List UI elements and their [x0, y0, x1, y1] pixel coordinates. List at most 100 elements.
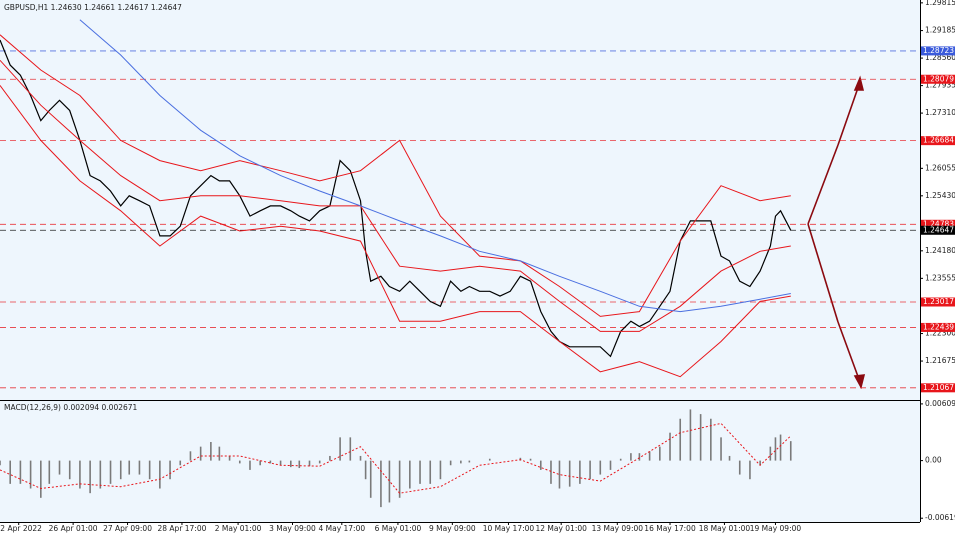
indicator-title: MACD(12,26,9) 0.002094 0.002671: [4, 403, 138, 412]
x-tick-label: 13 May 09:00: [592, 524, 644, 533]
y-tick-label: 0.006095: [925, 399, 955, 408]
x-tick-label: 19 May 09:00: [750, 524, 802, 533]
histogram-bar: [364, 460, 367, 480]
arrow: [807, 144, 839, 225]
level-label: 1.22439: [921, 322, 955, 332]
histogram-bar: [159, 460, 161, 489]
y-tick-label: 1.25430: [925, 191, 955, 200]
y-tick-label: 1.28560: [925, 53, 955, 62]
histogram-bar: [409, 460, 411, 489]
x-tick-label: 2 May 01:00: [215, 524, 262, 533]
histogram-bar: [79, 460, 81, 489]
y-tick-label: 1.24180: [925, 246, 955, 255]
arrow: [807, 223, 839, 323]
histogram-bar: [339, 437, 341, 461]
level-label-box: [921, 297, 955, 307]
level-label-text: 1.26684: [923, 136, 954, 145]
level-label-box: [921, 74, 955, 84]
histogram-bar: [759, 460, 761, 466]
histogram-bar: [138, 460, 141, 475]
x-tick-label: 16 May 17:00: [644, 524, 696, 533]
histogram-bar: [619, 458, 622, 461]
histogram-bar: [439, 460, 442, 480]
histogram-bar: [269, 460, 272, 464]
x-tick-label: 10 May 17:00: [483, 524, 535, 533]
histogram-bar: [58, 460, 61, 475]
histogram-bar: [369, 460, 372, 498]
histogram-bar: [419, 460, 421, 484]
x-tick-label: 9 May 09:00: [429, 524, 476, 533]
level-label-text: 1.21067: [923, 383, 954, 392]
level-label: 1.21067: [921, 383, 955, 393]
level-label: 1.28079: [921, 74, 955, 84]
histogram-bar: [259, 460, 261, 466]
histogram-bar: [308, 460, 311, 467]
histogram-bar: [579, 460, 581, 484]
y-tick-label: 1.29815: [925, 0, 955, 7]
series-line: [0, 39, 792, 358]
histogram-bar: [529, 458, 532, 461]
histogram-bar: [589, 460, 591, 480]
y-tick-label: 1.23555: [925, 273, 955, 282]
x-tick-label: 12 May 01:00: [535, 524, 587, 533]
level-label: 1.24647: [921, 225, 955, 235]
x-tick-label: 3 May 09:00: [269, 524, 316, 533]
histogram-bar: [148, 460, 151, 480]
y-tick-label: 1.22300: [925, 329, 955, 338]
histogram-bar: [774, 437, 777, 461]
histogram-bar: [550, 460, 552, 484]
histogram-bar: [210, 442, 212, 461]
arrow-head: [853, 75, 865, 91]
y-tick-label: 1.21675: [925, 356, 955, 365]
x-tick-label: 28 Apr 17:00: [158, 524, 207, 533]
histogram-bar: [68, 460, 71, 480]
histogram-bar: [468, 460, 471, 463]
histogram-bar: [558, 460, 561, 489]
histogram-bar: [398, 460, 401, 498]
level-label-box: [921, 46, 955, 56]
histogram-bar: [689, 409, 692, 461]
histogram-bar: [19, 460, 22, 484]
level-label-text: 1.23017: [923, 297, 954, 306]
histogram-bar: [449, 460, 452, 466]
histogram-bar: [298, 460, 301, 469]
histogram-bar: [119, 460, 122, 480]
histogram-bar: [289, 460, 292, 468]
level-label-box: [921, 322, 955, 332]
histogram-bar: [380, 460, 382, 508]
histogram-bar: [359, 455, 362, 461]
series-line: [0, 59, 791, 332]
histogram-bar: [329, 455, 331, 461]
histogram-bar: [679, 418, 682, 461]
histogram-bar: [429, 460, 432, 484]
level-label-box: [921, 219, 955, 229]
histogram-bar: [218, 446, 221, 461]
histogram-bar: [199, 446, 202, 461]
histogram-bar: [318, 460, 321, 464]
histogram-bar: [279, 460, 282, 466]
histogram-bar: [710, 418, 712, 461]
projection-arrows: [807, 75, 866, 390]
chart-title: GBPUSD,H1 1.24630 1.24661 1.24617 1.2464…: [4, 3, 182, 12]
series-line: [0, 85, 791, 378]
histogram-bar: [40, 460, 42, 498]
histogram-bar: [488, 458, 491, 461]
level-label-box: [921, 225, 955, 235]
y-tick-label: 1.27310: [925, 108, 955, 117]
series-line: [0, 422, 792, 494]
histogram-bar: [699, 414, 702, 461]
level-label: 1.24783: [921, 219, 955, 229]
arrow: [837, 81, 861, 146]
histogram-bar: [179, 460, 182, 466]
level-label: 1.28723: [921, 46, 955, 56]
histogram-bar: [388, 460, 391, 503]
histogram-bar: [238, 460, 241, 464]
histogram-bar: [249, 460, 251, 470]
y-tick-label: 0.00: [925, 456, 942, 465]
x-tick-label: 4 May 17:00: [318, 524, 365, 533]
arrow-head: [853, 374, 866, 390]
histogram-bar: [539, 460, 542, 470]
histogram-bar: [779, 434, 782, 461]
y-tick-label: 1.27935: [925, 81, 955, 90]
level-label-box: [921, 136, 955, 146]
